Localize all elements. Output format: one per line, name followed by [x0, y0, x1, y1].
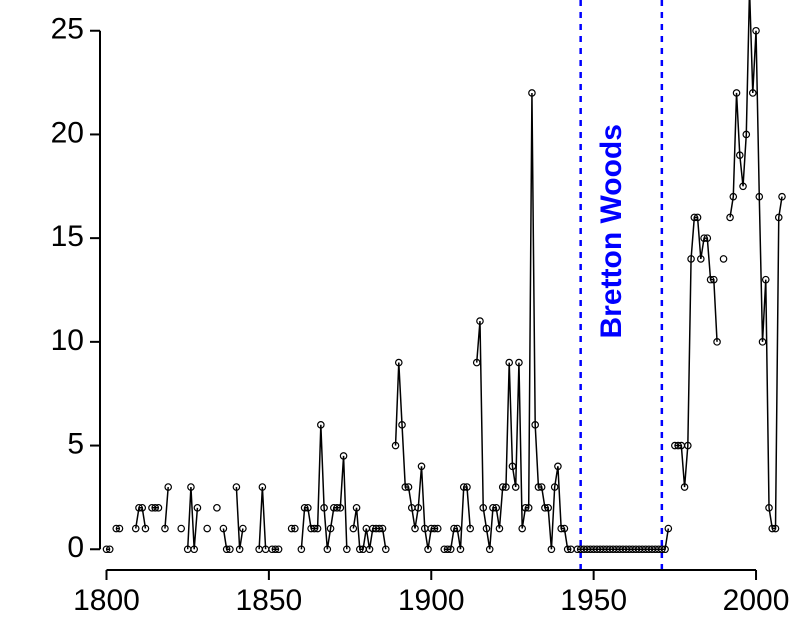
y-tick-label: 0: [67, 531, 84, 564]
x-tick-label: 2000: [723, 584, 790, 617]
y-tick-label: 5: [67, 427, 84, 460]
chart-container: 0 5 10 15 20 25 1800 1850 1900 1950 2000 Bretton Wo…: [0, 0, 808, 643]
series-marker: [720, 256, 726, 262]
y-tick-label: 20: [51, 116, 84, 149]
x-tick-label: 1850: [236, 584, 303, 617]
series-marker: [204, 525, 210, 531]
x-tick-label: 1950: [560, 584, 627, 617]
y-tick-label: 10: [51, 324, 84, 357]
line-chart: 0 5 10 15 20 25 1800 1850 1900 1950 2000 Bretton Wo…: [0, 0, 808, 643]
x-tick-label: 1900: [398, 584, 465, 617]
annotation-bretton-woods: Bretton Woods: [595, 124, 628, 338]
series-line: [107, 0, 783, 549]
x-tick-label: 1800: [73, 584, 140, 617]
y-tick-label: 25: [51, 13, 84, 46]
series-marker: [214, 505, 220, 511]
series-marker: [178, 525, 184, 531]
y-tick-label: 15: [51, 220, 84, 253]
